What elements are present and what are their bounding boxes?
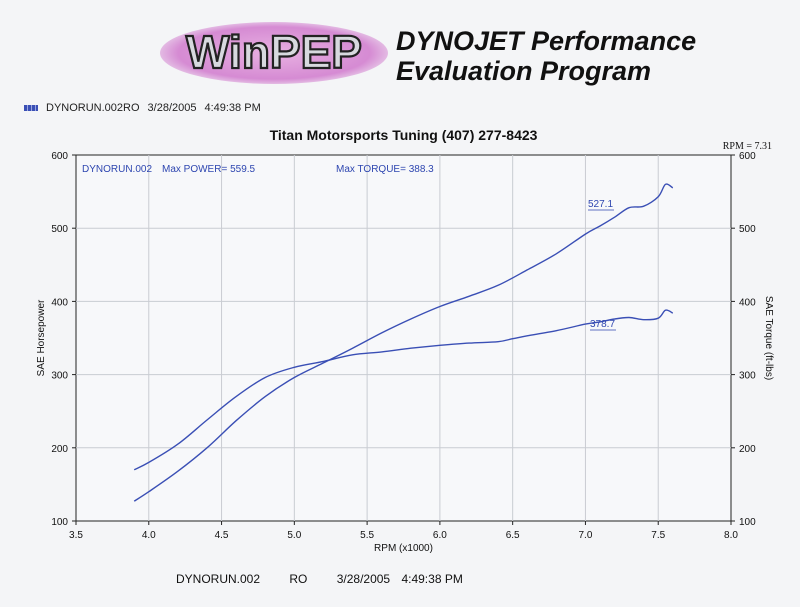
chart-title: Titan Motorsports Tuning (407) 277-8423	[270, 127, 538, 143]
y2-tick-label: 100	[739, 517, 756, 528]
plot-area	[75, 154, 732, 522]
y-tick-label: 100	[51, 517, 68, 528]
run-legend: DYNORUN.002RO 3/28/2005 4:49:38 PM	[24, 102, 261, 114]
run-legend-time: 4:49:38 PM	[204, 102, 261, 114]
torque-curve	[133, 309, 674, 471]
annotation-max-torque: Max TORQUE= 388.3	[336, 164, 434, 175]
y2-tick-label: 200	[739, 444, 756, 455]
torque-data-label: 378.7	[590, 319, 615, 330]
run-legend-run: DYNORUN.002RO	[46, 102, 140, 114]
power-curve	[133, 183, 674, 502]
y-axis-label: SAE Horsepower	[36, 299, 47, 376]
x-tick-label: 4.5	[215, 530, 229, 541]
rpm-readout: RPM = 7.31	[723, 141, 772, 152]
x-tick-label: 3.5	[69, 530, 83, 541]
x-tick-label: 6.5	[506, 530, 520, 541]
y-tick-label: 600	[51, 151, 68, 162]
program-title-line1: DYNOJET Performance	[396, 26, 697, 56]
footer: DYNORUN.002 RO 3/28/2005 4:49:38 PM	[176, 572, 489, 586]
program-title: DYNOJET Performance Evaluation Program	[396, 26, 696, 86]
footer-time: 4:49:38 PM	[401, 572, 463, 586]
y2-tick-label: 400	[739, 297, 756, 308]
x-tick-label: 7.5	[651, 530, 665, 541]
y2-tick-label: 500	[739, 224, 756, 235]
y-tick-label: 300	[51, 371, 68, 382]
annotation-run: DYNORUN.002	[82, 164, 152, 175]
x-tick-label: 5.0	[287, 530, 301, 541]
annotation-max-power: Max POWER= 559.5	[162, 164, 256, 175]
y2-tick-label: 600	[739, 151, 756, 162]
x-tick-label: 5.5	[360, 530, 374, 541]
y2-axis-label: SAE Torque (ft-lbs)	[763, 296, 774, 380]
winpep-logo: WinPEP	[158, 20, 390, 86]
x-tick-label: 8.0	[724, 530, 738, 541]
x-axis-label: RPM (x1000)	[374, 543, 433, 554]
footer-mode: RO	[289, 572, 308, 586]
x-tick-label: 7.0	[578, 530, 592, 541]
power-data-label: 527.1	[588, 199, 613, 210]
logo-text: WinPEP	[186, 26, 362, 78]
y-tick-label: 200	[51, 444, 68, 455]
footer-date: 3/28/2005	[336, 572, 391, 586]
x-tick-label: 6.0	[433, 530, 447, 541]
run-legend-date: 3/28/2005	[147, 102, 197, 114]
y-tick-label: 500	[51, 224, 68, 235]
y-tick-label: 400	[51, 297, 68, 308]
series-swatch	[24, 105, 38, 111]
x-tick-label: 4.0	[142, 530, 156, 541]
program-title-line2: Evaluation Program	[396, 56, 652, 86]
footer-run: DYNORUN.002	[176, 572, 261, 586]
y2-tick-label: 300	[739, 371, 756, 382]
